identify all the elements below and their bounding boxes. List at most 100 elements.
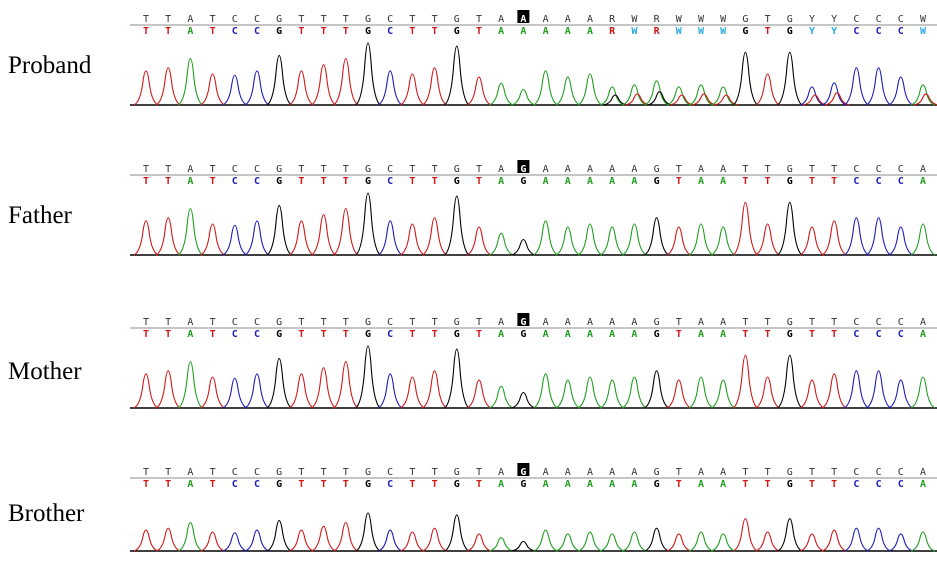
base-call-top: G [787,317,793,328]
trace-peak [799,379,825,409]
base-call-top: T [298,467,304,478]
base-call-bottom: T [476,329,482,340]
base-call-top: A [565,14,571,25]
base-call-top: T [765,317,771,328]
trace-peak [644,80,669,106]
base-call-bottom: T [676,329,682,340]
base-call-top: A [498,467,504,478]
trace-peak [577,376,603,409]
base-call-top: A [565,317,571,328]
base-call-top: T [321,14,327,25]
base-call-bottom: T [765,479,771,490]
base-call-bottom: R [654,26,661,37]
base-call-bottom: A [543,176,549,187]
base-call-top: G [454,14,460,25]
highlight-box [517,463,530,476]
base-call-bottom: G [276,26,282,37]
panel-mother: TTATCCGTTTGCTTGTAGAAAAAGTAATTGTTCCCATTAT… [0,303,937,433]
base-call-bottom: C [254,329,260,340]
base-call-top: T [831,317,837,328]
base-call-top: T [165,14,171,25]
base-call-top: A [720,164,726,175]
base-call-bottom: G [454,26,460,37]
trace-peak [333,360,359,409]
trace-peak [866,527,891,552]
base-call-bottom: G [454,329,460,340]
trace-peak [289,373,314,409]
base-call-bottom: G [365,329,371,340]
base-call-top: G [454,467,460,478]
trace-peak [910,223,936,256]
base-call-bottom: T [432,176,438,187]
trace-peak [311,525,336,552]
base-call-bottom: C [898,176,904,187]
trace-peak [821,82,847,106]
base-call-top: A [609,317,615,328]
base-call-top: T [210,467,216,478]
trace-peak [155,370,181,409]
base-call-bottom: T [298,479,304,490]
base-call-top: A [498,14,504,25]
base-call-bottom: W [720,26,727,37]
trace-peak [178,521,203,552]
base-call-bottom: C [232,329,238,340]
label-proband: Proband [8,52,92,79]
base-call-bottom: T [476,479,482,490]
trace-peak [910,531,936,552]
base-call-bottom: R [609,26,616,37]
base-call-top: T [765,164,771,175]
base-call-top: C [853,317,859,328]
base-call-top: C [254,14,260,25]
base-call-bottom: T [143,479,149,490]
base-call-bottom: T [742,176,748,187]
trace-peak [825,92,850,106]
base-call-top: T [298,14,304,25]
base-call-bottom: T [298,329,304,340]
base-call-top: T [143,14,149,25]
base-call-top: T [343,164,349,175]
base-call-top: T [409,164,415,175]
trace-peak [488,385,514,409]
base-call-top: W [631,14,638,25]
base-call-bottom: A [187,26,193,37]
base-call-bottom: A [609,176,615,187]
base-call-bottom: T [432,26,438,37]
base-call-top: T [321,164,327,175]
panel-proband: TTATCCGTTTGCTTGTAAAAARWRWWWGTGYYCCCWTTAT… [0,0,937,130]
base-call-top: T [742,164,748,175]
trace-peak [244,373,270,409]
base-call-bottom: T [409,479,415,490]
base-call-top: T [298,317,304,328]
base-call-bottom: T [210,176,216,187]
base-call-top: G [276,14,282,25]
trace-peak [377,529,403,552]
base-call-bottom: C [876,26,882,37]
trace-peak [155,527,181,552]
base-call-top: A [543,467,549,478]
trace-peak [400,73,425,106]
base-call-top: T [432,317,438,328]
base-call-top: T [210,164,216,175]
trace-peak [733,201,758,256]
trace-peak [511,391,536,409]
trace-peak [666,379,692,409]
base-call-bottom: T [765,26,771,37]
trace-peak [577,531,603,552]
base-call-bottom: T [343,26,349,37]
base-call-bottom: C [853,479,859,490]
base-call-top: T [409,467,415,478]
base-call-top: C [387,467,393,478]
trace-peak [910,376,936,409]
base-call-top: A [498,164,504,175]
trace-peak [155,217,181,256]
base-call-bottom: A [565,329,571,340]
base-call-bottom: G [787,26,793,37]
base-call-top: G [365,14,371,25]
trace-peak [311,214,336,256]
trace-peak [821,373,847,409]
base-call-top: C [232,14,238,25]
trace-peak [625,93,650,106]
base-call-bottom: G [365,176,371,187]
base-call-bottom: T [432,329,438,340]
trace-peak [603,94,628,106]
